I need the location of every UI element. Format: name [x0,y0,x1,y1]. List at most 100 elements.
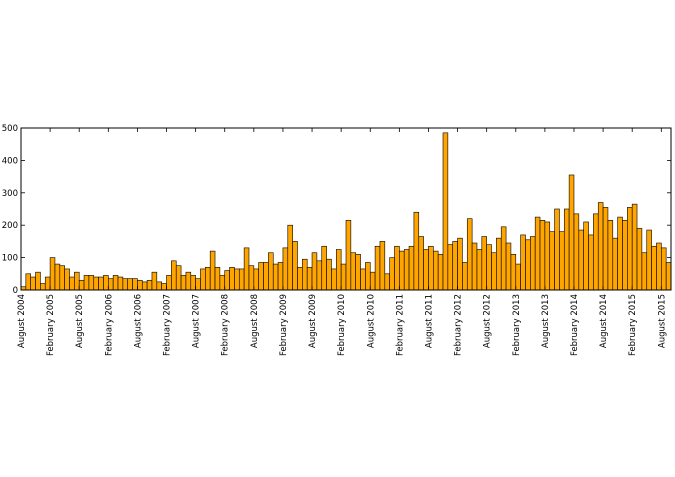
bar [549,231,555,291]
bar [399,250,405,291]
bar [229,267,235,291]
bar [418,236,424,291]
bar [103,275,109,291]
bar [539,220,546,291]
bar [534,216,541,291]
bar [127,278,133,291]
bar [559,231,565,291]
x-tick-label: August 2007 [192,294,202,348]
bar [277,262,284,291]
bar [350,252,357,291]
bar [442,132,449,291]
bar [525,239,531,291]
bar [49,257,56,291]
bar [268,252,274,291]
bar [568,174,575,291]
bar [530,236,536,291]
x-tick-label: August 2014 [599,294,609,348]
bar [180,275,187,291]
bar [593,213,599,291]
bar [491,252,497,291]
bar [311,252,318,291]
bar [88,275,95,291]
bar [500,226,507,291]
bar [69,276,75,291]
bar [423,249,429,291]
bar [156,281,162,291]
bar [272,263,279,291]
bar [505,242,512,291]
bar [641,252,648,291]
bar [365,262,371,291]
bar [597,202,604,291]
bar [447,244,454,291]
bar [132,278,138,291]
bar [384,273,390,291]
x-tick-label: August 2010 [366,294,376,348]
bar [408,245,415,291]
bar [602,207,609,291]
plot-frame [20,127,672,291]
x-tick-label: February 2006 [104,294,114,356]
bar [394,245,400,291]
y-axis: 0 100 200 300 400 500 [2,124,671,296]
x-tick-label: August 2011 [424,294,434,348]
bar [122,278,129,291]
bar [258,262,264,291]
bar [137,279,143,291]
bar [466,218,473,291]
x-tick-label: February 2009 [279,294,289,356]
bar [622,220,628,291]
bar [306,267,313,291]
bar [214,267,221,291]
bar [234,268,240,291]
bar [93,276,99,291]
x-tick-label: February 2007 [163,294,173,356]
bar [30,276,36,291]
bar [379,241,386,291]
bar [40,283,46,291]
bar [190,275,196,291]
bar [78,279,85,291]
bar [205,267,211,291]
bar [238,268,245,291]
bar [612,237,618,291]
bars-group [20,132,672,291]
bar [83,275,90,291]
bar [631,203,638,291]
bar [563,208,570,291]
bar [117,276,124,291]
x-tick-label: February 2008 [221,294,231,356]
bar [151,271,158,291]
x-axis: August 2004 February 2005 August 2005 Febru… [17,128,667,356]
y-tick-label: 500 [2,124,18,134]
x-tick-label: August 2012 [483,294,493,348]
bar [224,270,230,291]
bar [98,276,104,291]
bar [510,254,517,291]
bar [573,213,580,291]
bar [25,273,32,291]
bar [544,221,551,291]
bar [108,278,114,291]
bar [462,262,468,291]
bar [335,249,342,291]
x-tick-label: August 2005 [75,294,85,348]
bar [161,283,167,291]
bar [588,234,594,291]
bar [74,271,80,291]
bar [345,220,352,291]
bar [389,257,395,291]
y-tick-label: 0 [13,286,18,296]
x-tick-label: February 2005 [46,294,56,356]
x-tick-label: August 2004 [17,294,27,348]
bar [369,271,376,291]
x-tick-label: August 2006 [133,294,143,348]
bar [578,229,584,291]
bar [331,268,337,291]
x-tick-label: August 2015 [657,294,667,348]
bar [209,250,216,291]
bar [175,265,182,291]
bar [520,234,526,291]
